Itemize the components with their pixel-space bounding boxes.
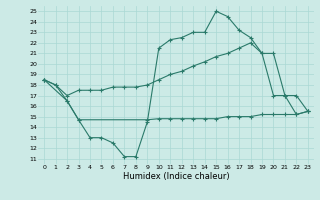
X-axis label: Humidex (Indice chaleur): Humidex (Indice chaleur): [123, 172, 229, 181]
